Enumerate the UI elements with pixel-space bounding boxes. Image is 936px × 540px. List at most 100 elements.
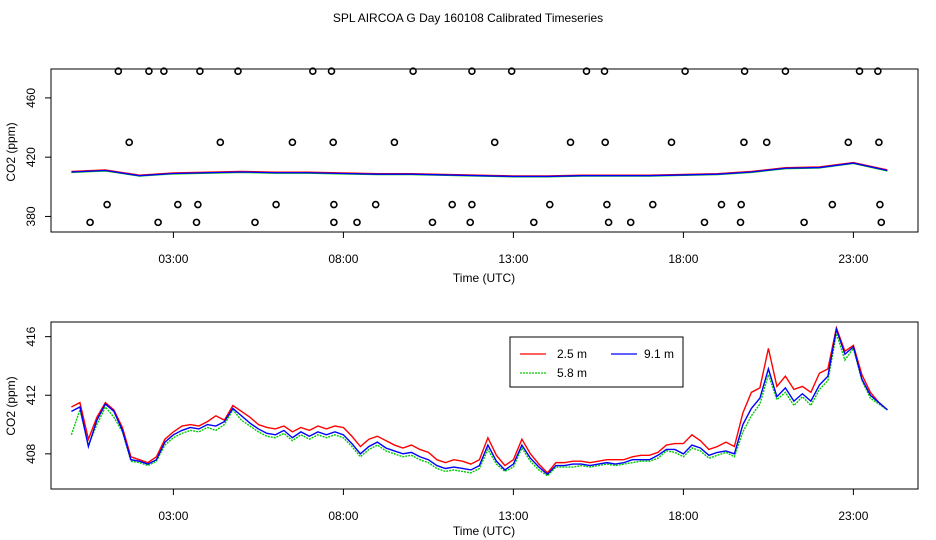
calibration-point (468, 200, 476, 209)
calibration-point (330, 218, 338, 227)
x-tick-label: 08:00 (328, 252, 358, 266)
calibration-point (566, 138, 575, 147)
x-tick-label: 03:00 (158, 252, 188, 266)
calibration-point (717, 200, 726, 209)
x-tick-label: 23:00 (838, 509, 868, 523)
calibration-point (390, 138, 399, 147)
series-line-9.1m (71, 326, 888, 476)
calibration-point (828, 200, 837, 209)
bottom-series-lines (70, 325, 888, 477)
calibration-point (234, 67, 242, 76)
calibration-point (604, 218, 613, 227)
calibration-point (700, 218, 709, 227)
bottom-y-axis-label: CO2 (ppm) (4, 376, 18, 435)
y-tick-label: 460 (24, 88, 38, 108)
calibration-point (507, 67, 516, 76)
calibration-point (251, 218, 259, 227)
calibration-point (582, 67, 591, 76)
top-y-axis-label: CO2 (ppm) (4, 122, 18, 181)
calibration-point (330, 200, 338, 209)
x-tick-label: 13:00 (498, 509, 528, 523)
calibration-point (194, 200, 202, 209)
top-x-axis: 03:00 08:00 13:00 18:00 23:00 (158, 232, 869, 266)
calibration-point (545, 200, 554, 209)
calibration-point (737, 200, 746, 209)
y-tick-label: 408 (24, 444, 38, 464)
calibration-point (466, 218, 475, 227)
bottom-panel: 03:00 08:00 13:00 18:00 23:00 408 412 416 Time… (4, 321, 919, 538)
calibration-point (681, 67, 689, 76)
calibration-point (874, 67, 882, 76)
calibration-point (308, 67, 317, 76)
calibration-point (160, 67, 168, 76)
calibration-point (740, 138, 748, 147)
calibration-point (800, 218, 808, 227)
calibration-point (103, 200, 111, 209)
y-tick-label: 420 (24, 147, 38, 167)
figure-title: SPL AIRCOA G Day 160108 Calibrated Times… (333, 11, 603, 25)
calibration-point (192, 218, 201, 227)
x-tick-label: 18:00 (668, 509, 698, 523)
calibration-point (781, 67, 790, 76)
calibration-point (428, 218, 437, 227)
legend-box (509, 336, 684, 388)
calibration-point (125, 138, 133, 147)
calibration-point (114, 67, 123, 76)
top-panel: 03:00 08:00 13:00 18:00 23:00 380 420 460 Time… (4, 67, 919, 285)
calibration-point (626, 218, 635, 227)
calibration-point (353, 218, 361, 227)
legend-label-2.5m: 2.5 m (557, 347, 587, 361)
calibration-point (762, 138, 771, 147)
calibration-point (667, 138, 676, 147)
legend-label-9.1m: 9.1 m (644, 347, 674, 361)
calibration-point (468, 67, 476, 76)
top-plot-frame (50, 68, 919, 233)
calibration-point (409, 67, 417, 76)
calibration-point (601, 138, 610, 147)
y-tick-label: 416 (24, 326, 38, 346)
legend-label-5.8m: 5.8 m (557, 366, 587, 380)
calibration-point (603, 200, 611, 209)
calibration-point (736, 218, 745, 227)
calibration-point (740, 67, 749, 76)
y-tick-label: 412 (24, 385, 38, 405)
calibration-point (876, 200, 884, 209)
calibration-point (329, 138, 338, 147)
calibration-point (288, 138, 297, 147)
calibration-point (448, 200, 457, 209)
x-tick-label: 13:00 (498, 252, 528, 266)
calibration-point (216, 138, 225, 147)
y-tick-label: 380 (24, 206, 38, 226)
calibration-point (272, 200, 280, 209)
top-series-lines (71, 161, 888, 178)
x-tick-label: 18:00 (668, 252, 698, 266)
calibration-point (844, 138, 853, 147)
x-tick-label: 23:00 (838, 252, 868, 266)
calibration-point (327, 67, 336, 76)
calibration-point (855, 67, 864, 76)
bottom-x-axis-label: Time (UTC) (453, 524, 515, 538)
calibration-point (875, 138, 883, 147)
calibration-point (145, 67, 153, 76)
calibration-point (490, 138, 499, 147)
bottom-plot-frame (50, 321, 919, 490)
bottom-y-axis: 408 412 416 (24, 326, 51, 464)
calibration-point (529, 218, 538, 227)
top-y-axis: 380 420 460 (24, 88, 51, 226)
legend: 2.5 m 5.8 m 9.1 m (509, 336, 684, 388)
bottom-x-axis: 03:00 08:00 13:00 18:00 23:00 (158, 489, 869, 523)
calibration-point (648, 200, 657, 209)
top-x-axis-label: Time (UTC) (453, 271, 515, 285)
calibration-point (600, 67, 609, 76)
x-tick-label: 03:00 (158, 509, 188, 523)
series-line-2.5m (71, 325, 888, 474)
top-series-line-9.1m (71, 162, 888, 178)
series-line-5.8m (70, 333, 888, 477)
x-tick-label: 08:00 (328, 509, 358, 523)
calibration-point (877, 218, 886, 227)
calibration-point (86, 218, 94, 227)
calibration-points (86, 67, 886, 227)
calibration-point (154, 218, 162, 227)
calibration-point (174, 200, 182, 209)
